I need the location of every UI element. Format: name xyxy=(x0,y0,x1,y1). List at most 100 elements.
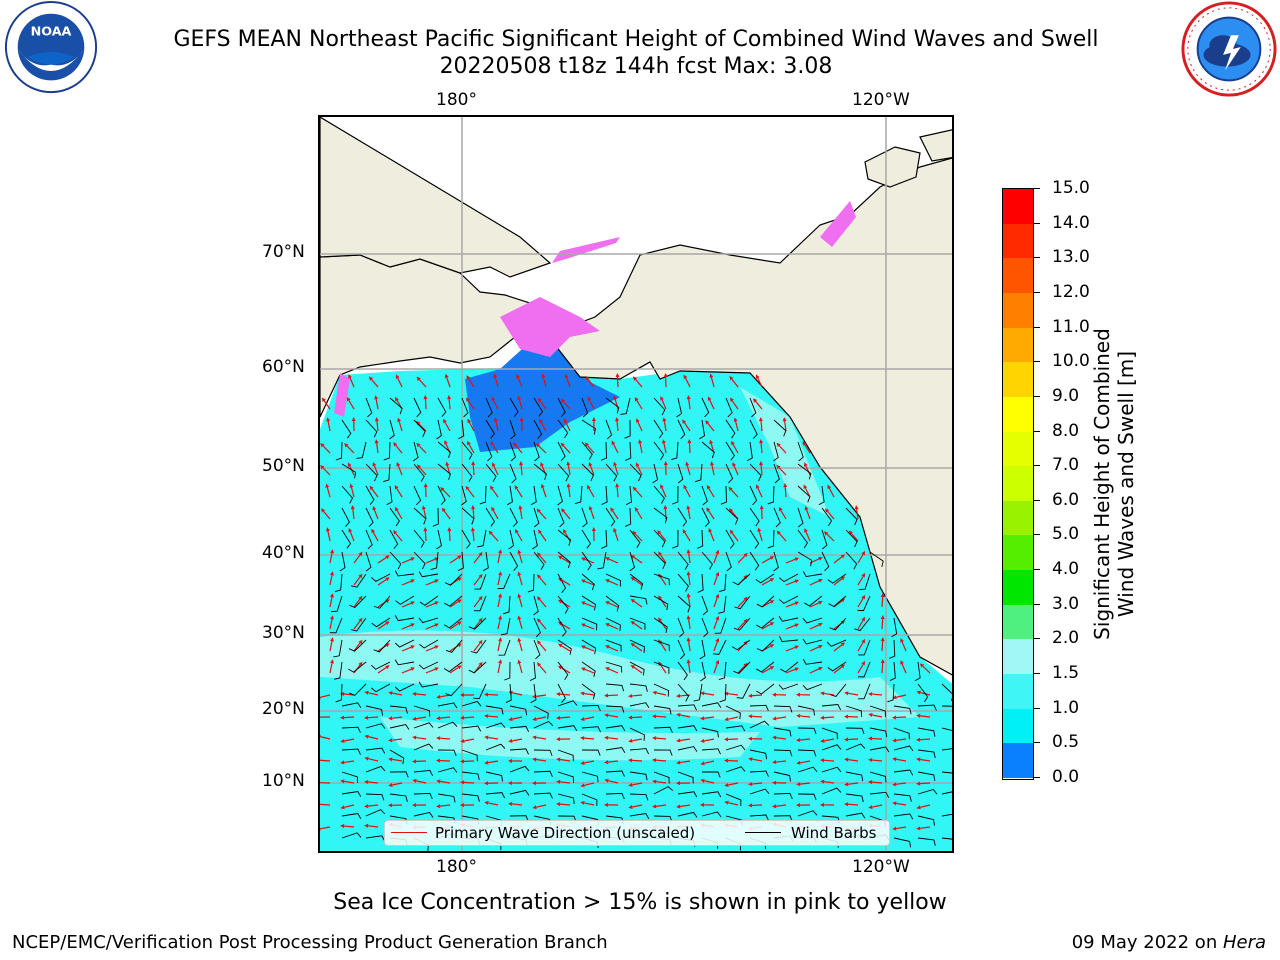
wave-arrow-head xyxy=(372,461,377,467)
wind-barb xyxy=(557,441,566,462)
wave-arrow xyxy=(565,377,571,388)
wave-arrow-head xyxy=(844,802,849,807)
wind-barb xyxy=(653,726,673,733)
wind-barb xyxy=(677,704,697,711)
wind-barb xyxy=(767,529,775,549)
wave-arrow-head xyxy=(584,442,589,447)
wave-arrow-head xyxy=(724,717,729,722)
wind-barb xyxy=(653,705,672,715)
wave-arrow xyxy=(826,533,835,542)
wave-arrow-head xyxy=(410,601,415,605)
wind-barb xyxy=(509,463,517,484)
wave-arrow xyxy=(663,443,667,454)
wave-arrow-head xyxy=(776,464,781,470)
wind-barb xyxy=(629,727,645,741)
wave-arrow xyxy=(637,421,643,432)
wave-arrow-head xyxy=(488,530,493,535)
wave-arrow xyxy=(871,759,883,762)
wave-arrow-head xyxy=(743,552,748,558)
wave-arrow-head xyxy=(605,557,610,561)
wave-arrow xyxy=(348,400,355,410)
wave-arrow-head xyxy=(632,486,637,491)
wind-barb xyxy=(509,789,530,796)
wave-arrow-head xyxy=(581,667,586,672)
wave-arrow-head xyxy=(358,573,363,579)
wind-barb xyxy=(557,749,574,762)
wave-arrow xyxy=(565,421,571,432)
wind-barb xyxy=(797,705,815,716)
wave-arrow xyxy=(536,736,547,740)
wave-arrow xyxy=(871,693,883,696)
wave-arrow-head xyxy=(610,507,615,512)
wave-arrow xyxy=(833,556,843,564)
wave-arrow-head xyxy=(412,759,417,764)
wind-barb xyxy=(677,507,688,527)
wave-arrow xyxy=(368,758,379,762)
wave-arrow xyxy=(425,646,436,652)
wave-arrow-head xyxy=(558,577,563,582)
wave-arrow xyxy=(584,646,595,652)
wave-arrow-head xyxy=(818,645,823,649)
wind-barb xyxy=(629,771,648,781)
wave-arrow-head xyxy=(536,662,542,667)
wave-arrow xyxy=(633,666,643,674)
wave-arrow-head xyxy=(466,375,471,380)
wave-arrow-head xyxy=(460,759,465,764)
wave-arrow xyxy=(799,738,811,741)
wave-arrow xyxy=(439,716,451,719)
wave-arrow xyxy=(353,642,361,652)
wind-barb xyxy=(697,529,704,549)
wave-arrow xyxy=(468,421,475,432)
wind-barb xyxy=(756,595,775,608)
wave-arrow xyxy=(472,530,475,542)
wave-arrow xyxy=(323,510,331,520)
wind-barb xyxy=(821,727,838,740)
wave-arrow-head xyxy=(676,693,681,698)
wind-barb xyxy=(773,419,787,437)
wave-arrow-head xyxy=(556,715,561,720)
wave-arrow-head xyxy=(536,640,542,645)
wave-arrow-head xyxy=(776,530,781,535)
wave-arrow-head xyxy=(844,737,849,742)
wave-arrow-head xyxy=(861,660,866,666)
wind-barb xyxy=(365,705,383,716)
colorbar-label-line2: Wind Waves and Swell [m] xyxy=(1114,350,1138,618)
wave-arrow xyxy=(584,782,595,786)
wind-barb xyxy=(889,661,896,681)
wind-barb xyxy=(461,793,480,802)
wave-arrow-head xyxy=(658,639,663,644)
footer-date: 09 May 2022 on Hera xyxy=(1072,932,1266,953)
wave-arrow xyxy=(778,445,787,454)
wave-arrow xyxy=(518,575,523,586)
wind-barb xyxy=(605,683,625,692)
wind-barb xyxy=(437,463,451,480)
wave-arrow-head xyxy=(508,801,513,806)
wave-arrow-head xyxy=(892,801,897,806)
wind-barb xyxy=(501,617,511,636)
wave-arrow xyxy=(520,464,523,476)
wave-arrow-head xyxy=(348,527,353,533)
wave-arrow xyxy=(634,533,643,542)
wave-arrow xyxy=(809,602,820,608)
wave-arrow-head xyxy=(676,804,681,809)
wave-arrow xyxy=(704,760,715,764)
wave-arrow-head xyxy=(604,760,609,765)
wave-arrow-head xyxy=(358,551,363,557)
wind-barb xyxy=(797,463,812,480)
wave-arrow xyxy=(542,487,547,498)
wind-barb xyxy=(485,743,506,751)
wave-arrow-head xyxy=(388,783,393,787)
wind-barb xyxy=(333,661,343,680)
wave-arrow-head xyxy=(478,595,483,601)
wind-barb xyxy=(386,485,393,506)
wave-arrow xyxy=(804,444,811,454)
wave-arrow-head xyxy=(385,665,390,670)
wind-barb xyxy=(470,639,487,654)
wave-arrow-head xyxy=(748,736,753,741)
wind-barb xyxy=(557,700,578,707)
wave-arrow-head xyxy=(630,576,636,581)
colorbar-tick-label: 13.0 xyxy=(1052,247,1090,268)
wave-arrow xyxy=(588,399,595,410)
wave-arrow xyxy=(881,640,884,652)
wind-barb xyxy=(601,529,608,549)
